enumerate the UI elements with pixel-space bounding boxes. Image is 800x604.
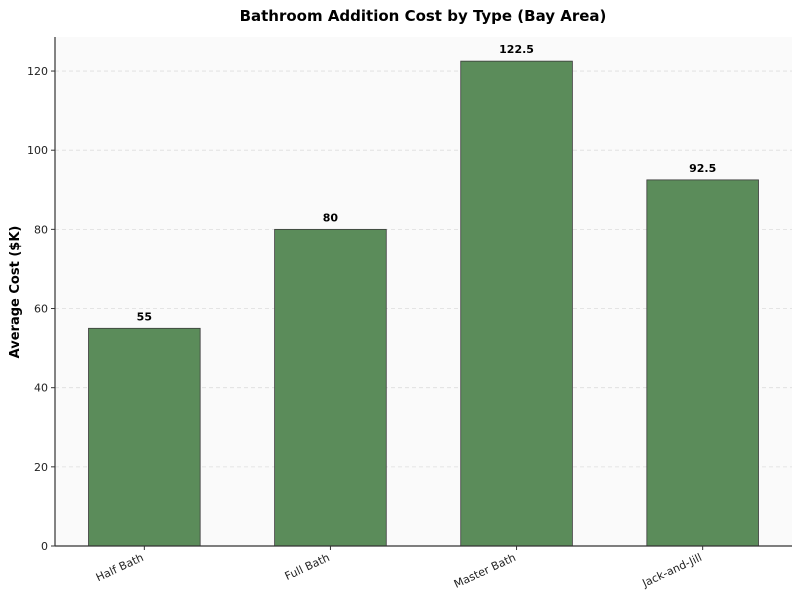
data-label: 55 [137, 310, 152, 323]
bar-half-bath [88, 327, 201, 547]
bar-master-bath [460, 60, 573, 547]
y-tick-label: 100 [27, 144, 48, 157]
chart-title: Bathroom Addition Cost by Type (Bay Area… [240, 7, 607, 25]
x-tick-label: Master Bath [452, 551, 518, 591]
x-tick-label: Full Bath [283, 551, 332, 583]
y-tick-label: 120 [27, 65, 48, 78]
y-tick-label: 40 [34, 382, 48, 395]
data-label: 80 [323, 211, 339, 224]
bar-jack-and-jill [646, 179, 759, 547]
y-tick-label: 60 [34, 303, 48, 316]
y-axis-label: Average Cost ($K) [8, 226, 23, 359]
data-label: 122.5 [499, 43, 534, 56]
x-tick-label: Half Bath [94, 551, 146, 584]
y-tick-label: 0 [41, 540, 48, 553]
bar-full-bath [274, 228, 387, 547]
data-label: 92.5 [689, 162, 716, 175]
y-tick-label: 80 [34, 223, 48, 236]
y-tick-label: 20 [34, 461, 48, 474]
x-tick-label: Jack-and-Jill [639, 551, 703, 590]
